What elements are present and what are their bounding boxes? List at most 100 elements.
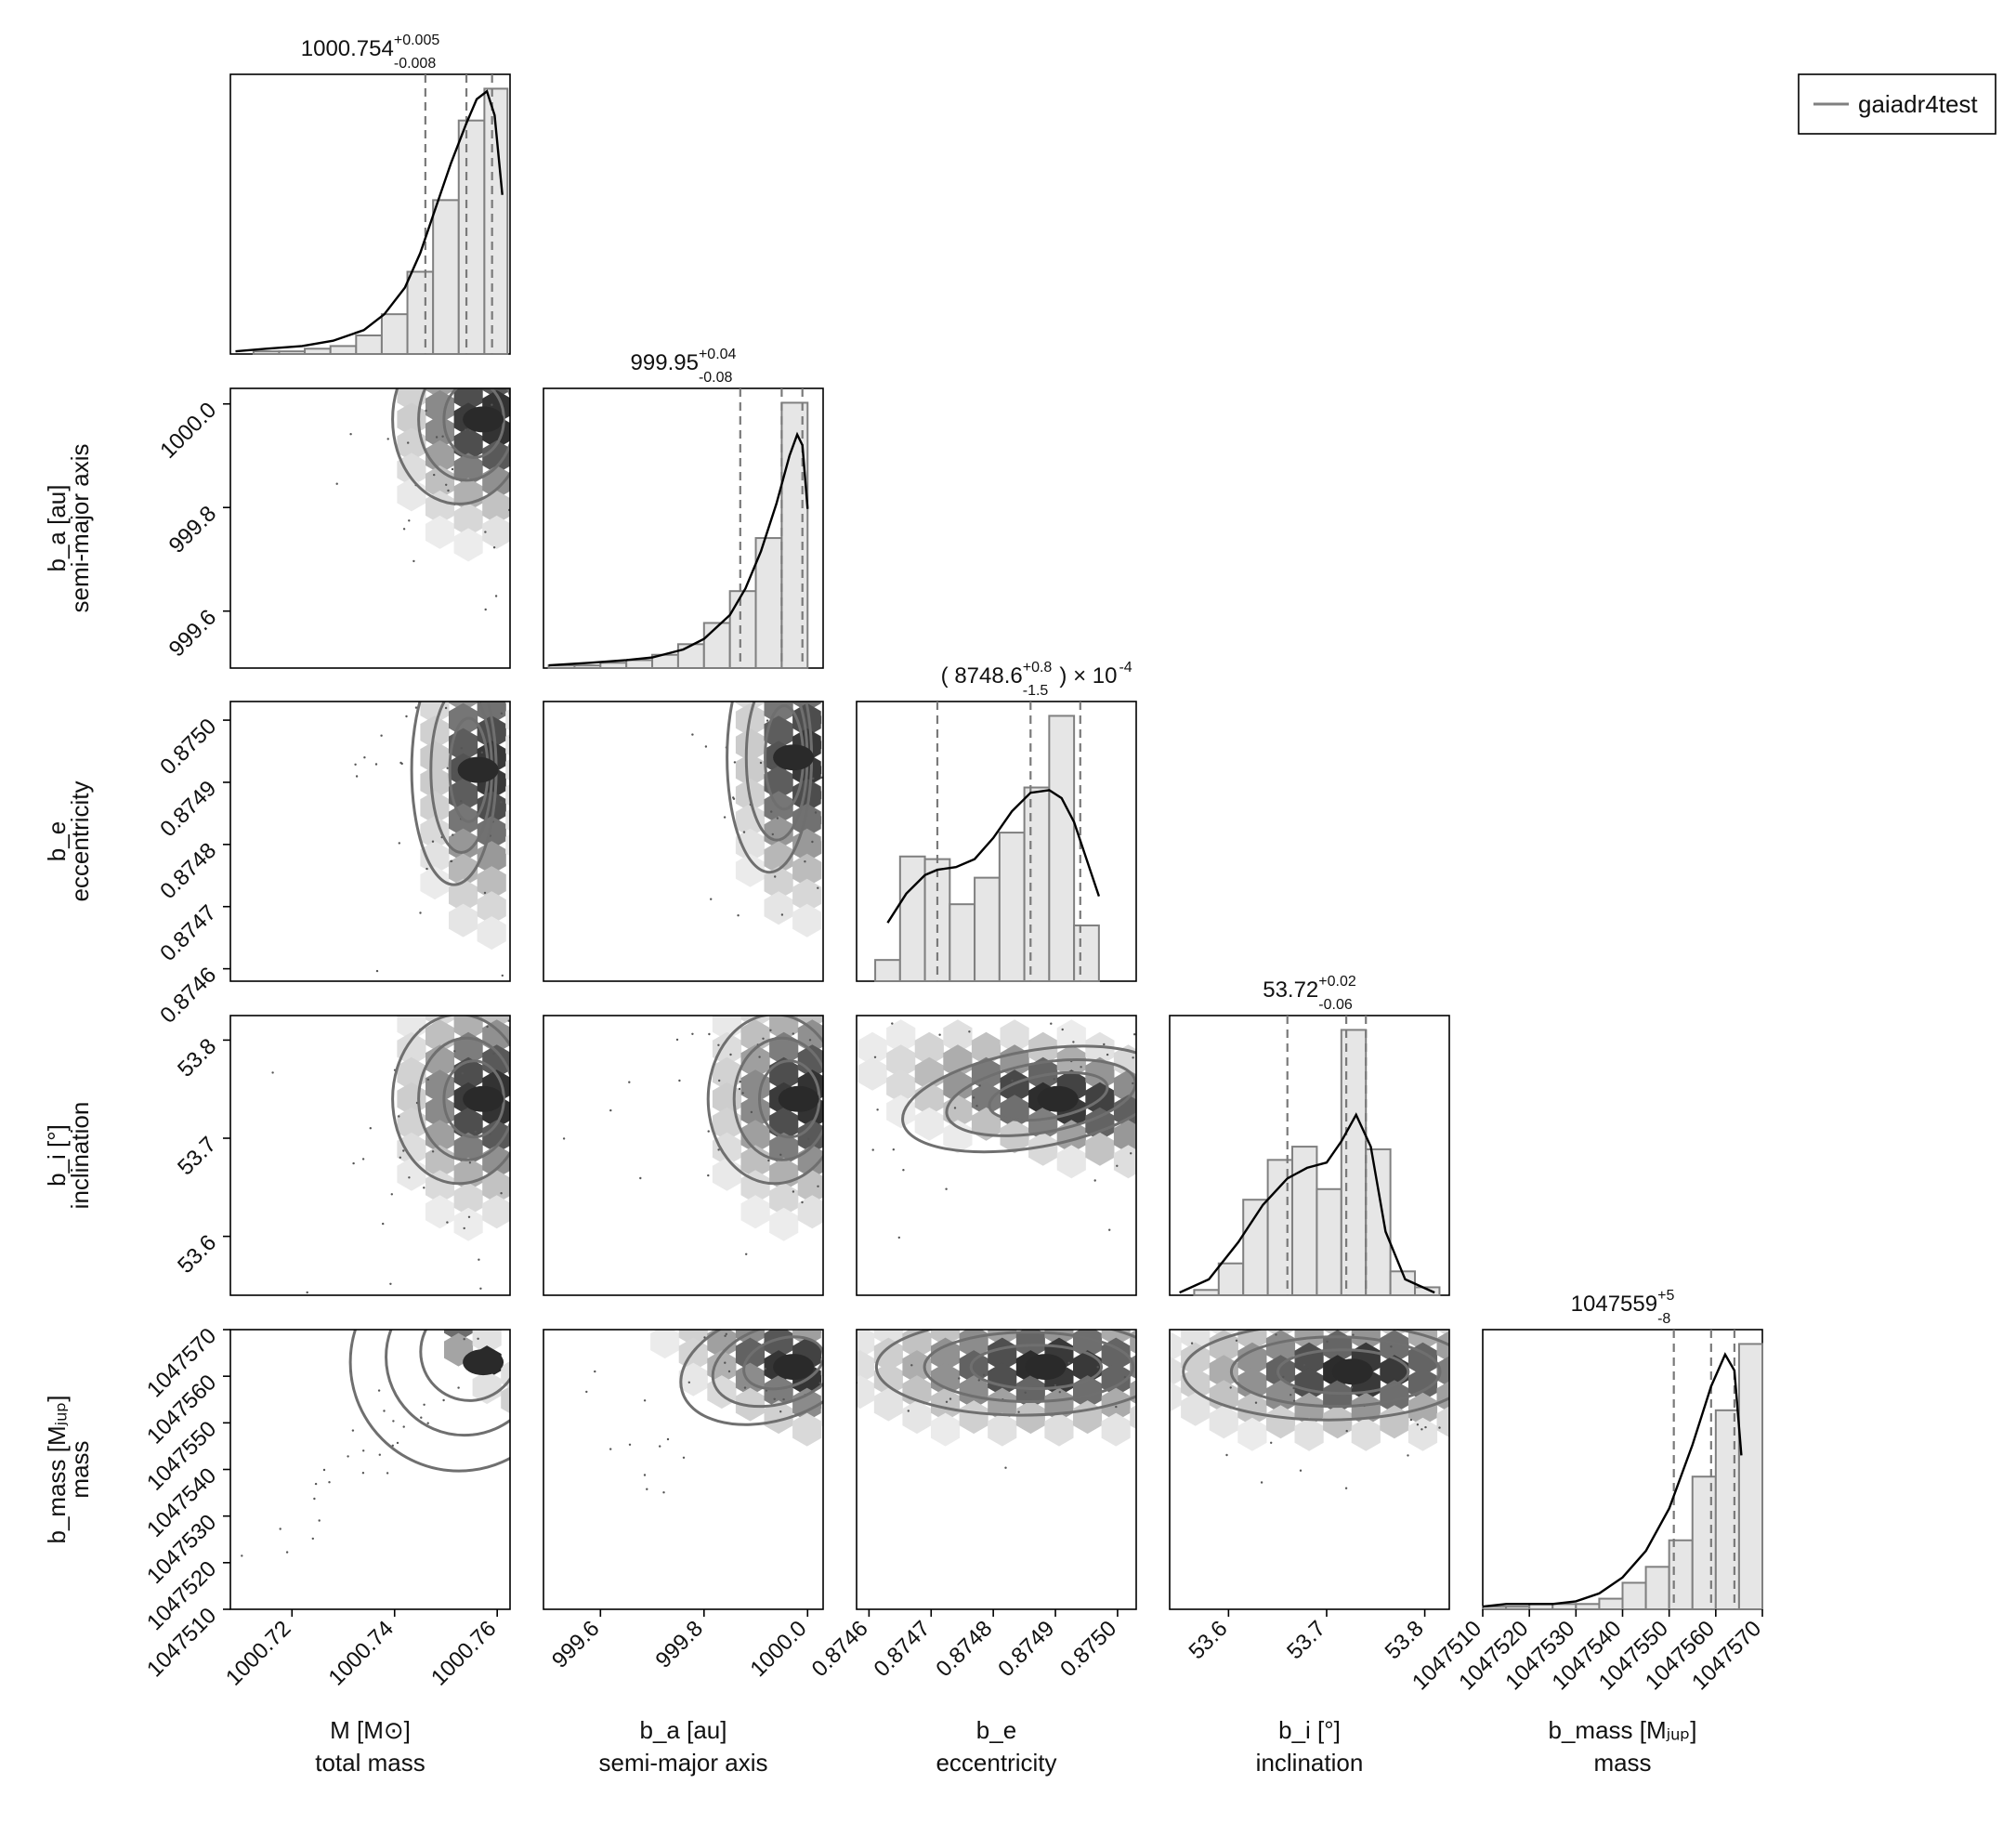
density-hexbin [449,728,478,762]
sample-point [441,1568,443,1570]
density-hexbin [707,1330,737,1359]
density-hexbin [420,665,449,699]
density-hexbin [769,982,798,1016]
density-hexbin [943,1019,973,1054]
sample-point [742,831,746,833]
summary-minus: -0.008 [394,56,436,72]
kde-curve [235,89,504,353]
sample-point [912,1224,914,1226]
sample-point [1922,1350,1924,1352]
sample-point [945,1187,948,1190]
sample-point [643,1474,647,1476]
sample-point [271,1071,274,1074]
sample-point [825,1223,827,1225]
sample-point [949,1397,952,1400]
y-tick-label: 0.8748 [155,838,221,904]
density-hexbin [397,1157,426,1191]
y-axis-label: b_e [43,821,71,861]
sample-point [1151,1125,1153,1127]
sample-point [765,1008,766,1010]
density-hexbin [415,1270,444,1304]
sample-point [390,1193,393,1196]
sample-point [628,1081,631,1083]
sample-point [431,1150,435,1153]
histogram-bar [1217,1262,1245,1296]
density-hexbin [826,1133,855,1166]
histogram-bar [1714,1409,1740,1610]
sample-point [911,766,913,767]
pair-panel-b_i-b_mass [1169,1329,1924,1610]
x-axis-label: b_i [°] [1278,1716,1341,1744]
density-hexbin [820,1331,823,1352]
sample-point [412,559,415,563]
sample-point [756,1313,758,1315]
density-hexbin [449,653,478,687]
sample-point [858,770,860,772]
density-hexbin [359,1245,387,1279]
sample-point [405,715,408,718]
sample-point [792,1190,795,1193]
sample-point [594,1370,596,1373]
density-hexbin [855,1120,884,1153]
density-hexbin [707,1275,736,1308]
sample-point [682,1456,686,1460]
sample-point [834,972,836,974]
sample-point [1058,1391,1062,1394]
summary-median: 1047559 [1571,1292,1657,1317]
density-hexbin [902,1350,932,1384]
sample-point [678,1079,681,1082]
density-hexbin [765,1275,793,1308]
sample-point [474,1130,477,1134]
sample-point [938,1033,941,1036]
sample-point [446,1221,449,1224]
sample-point [1017,1410,1020,1413]
density-hexbin [425,1195,455,1229]
density-contour [923,1331,1135,1403]
sample-point [645,1121,647,1122]
density-hexbin [886,1069,916,1104]
sample-point [491,548,492,550]
density-hexbin [769,1016,799,1041]
sample-point [423,1187,425,1189]
sample-point [717,1043,720,1047]
density-hexbin [511,427,540,461]
sample-point [1229,1386,1232,1389]
density-hexbin [820,822,823,843]
sample-point [865,1305,867,1307]
density-hexbin [1237,1392,1267,1426]
density-hexbin [1407,1417,1438,1451]
sample-point [534,1252,536,1253]
sample-point [582,1232,583,1234]
sample-point [978,1084,981,1087]
sample-point [1282,1375,1285,1379]
x-tick-label: 1000.76 [426,1616,501,1690]
panel-frame [1169,1329,1450,1610]
sample-point [816,555,818,557]
sample-point [1292,1399,1296,1402]
density-hexbin [769,1207,799,1241]
summary-minus: -0.08 [699,370,733,386]
density-peak [778,1085,819,1112]
sample-point [865,1298,867,1300]
sample-point [444,706,448,710]
sample-point [369,1127,372,1130]
density-hexbin [420,866,450,900]
density-hexbin [931,1337,961,1371]
histogram-bar [874,959,901,982]
sample-point [399,761,402,765]
sample-point [892,1148,895,1151]
density-hexbin [511,402,540,436]
sample-point [531,505,533,507]
sample-point [445,483,448,486]
sample-point [590,1252,592,1254]
density-hexbin [505,708,510,731]
sample-point [762,1037,765,1041]
y-axis-b_mass: 1047510104752010475301047540104755010475… [43,1323,230,1682]
legend-label: gaiadr4test [1858,90,1978,118]
sample-point [427,669,429,671]
density-hexbin [1130,1405,1136,1430]
posterior-summary-title: 1047559+5 [1571,1288,1675,1317]
sample-point [502,1313,504,1315]
sample-point [457,1386,460,1389]
sample-point [687,1381,690,1384]
